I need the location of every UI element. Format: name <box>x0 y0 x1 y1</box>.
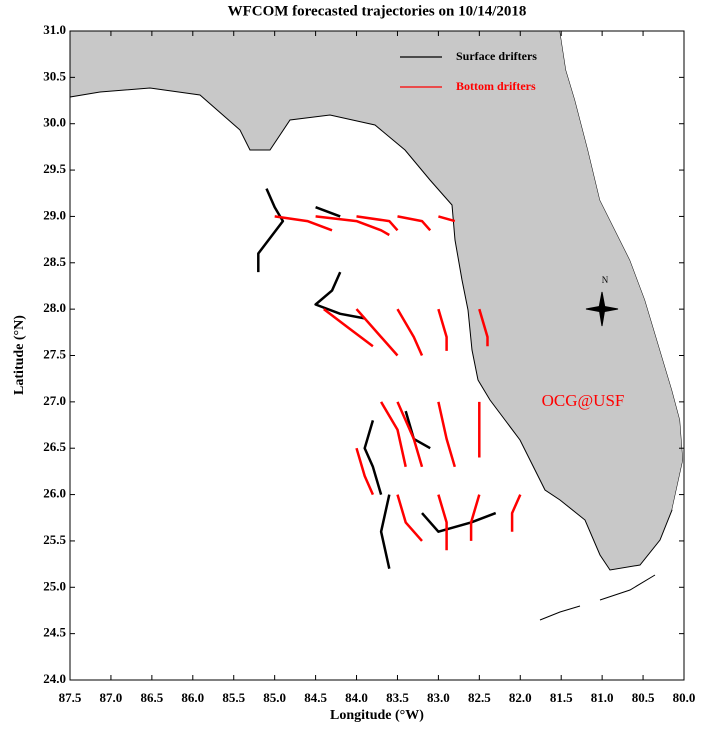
compass <box>585 291 619 327</box>
legend-label: Bottom drifters <box>456 79 536 93</box>
x-tick-label: 85.0 <box>263 690 286 705</box>
y-tick-label: 29.0 <box>43 207 66 222</box>
y-tick-label: 27.5 <box>43 346 66 361</box>
y-tick-label: 28.5 <box>43 254 66 269</box>
y-tick-label: 29.5 <box>43 161 66 176</box>
y-tick-label: 26.5 <box>43 439 66 454</box>
x-tick-label: 87.5 <box>59 690 82 705</box>
y-tick-label: 27.0 <box>43 393 66 408</box>
y-tick-label: 25.5 <box>43 532 66 547</box>
y-tick-label: 26.0 <box>43 486 66 501</box>
x-tick-label: 82.5 <box>468 690 491 705</box>
y-tick-label: 24.0 <box>43 671 66 686</box>
y-tick-label: 25.0 <box>43 578 66 593</box>
x-tick-label: 81.0 <box>591 690 614 705</box>
y-tick-label: 24.5 <box>43 625 66 640</box>
x-axis-label: Longitude (°W) <box>330 708 424 723</box>
trajectory <box>274 215 522 551</box>
y-tick-label: 28.0 <box>43 300 66 315</box>
x-tick-label: 87.0 <box>100 690 123 705</box>
y-tick-label: 30.0 <box>43 115 66 130</box>
x-tick-label: 83.5 <box>386 690 409 705</box>
annotation: OCG@USF <box>542 391 625 410</box>
compass-needle <box>585 305 619 313</box>
x-tick-label: 86.5 <box>140 690 163 705</box>
x-tick-label: 80.5 <box>632 690 655 705</box>
y-tick-label: 31.0 <box>43 22 66 37</box>
land <box>560 31 684 510</box>
trajectory <box>257 188 497 569</box>
chart-title: WFCOM forecasted trajectories on 10/14/2… <box>228 3 527 19</box>
y-tick-label: 30.5 <box>43 68 66 83</box>
legend-label: Surface drifters <box>456 49 537 63</box>
keys <box>539 574 656 621</box>
x-tick-label: 86.0 <box>181 690 204 705</box>
x-tick-label: 85.5 <box>222 690 245 705</box>
compass-label: N <box>602 275 609 285</box>
x-tick-label: 84.5 <box>304 690 327 705</box>
x-tick-label: 82.0 <box>509 690 532 705</box>
y-axis-label: Latitude (°N) <box>12 315 27 395</box>
x-tick-label: 80.0 <box>673 690 696 705</box>
x-tick-label: 81.5 <box>550 690 573 705</box>
x-tick-label: 84.0 <box>345 690 368 705</box>
x-tick-label: 83.0 <box>427 690 450 705</box>
